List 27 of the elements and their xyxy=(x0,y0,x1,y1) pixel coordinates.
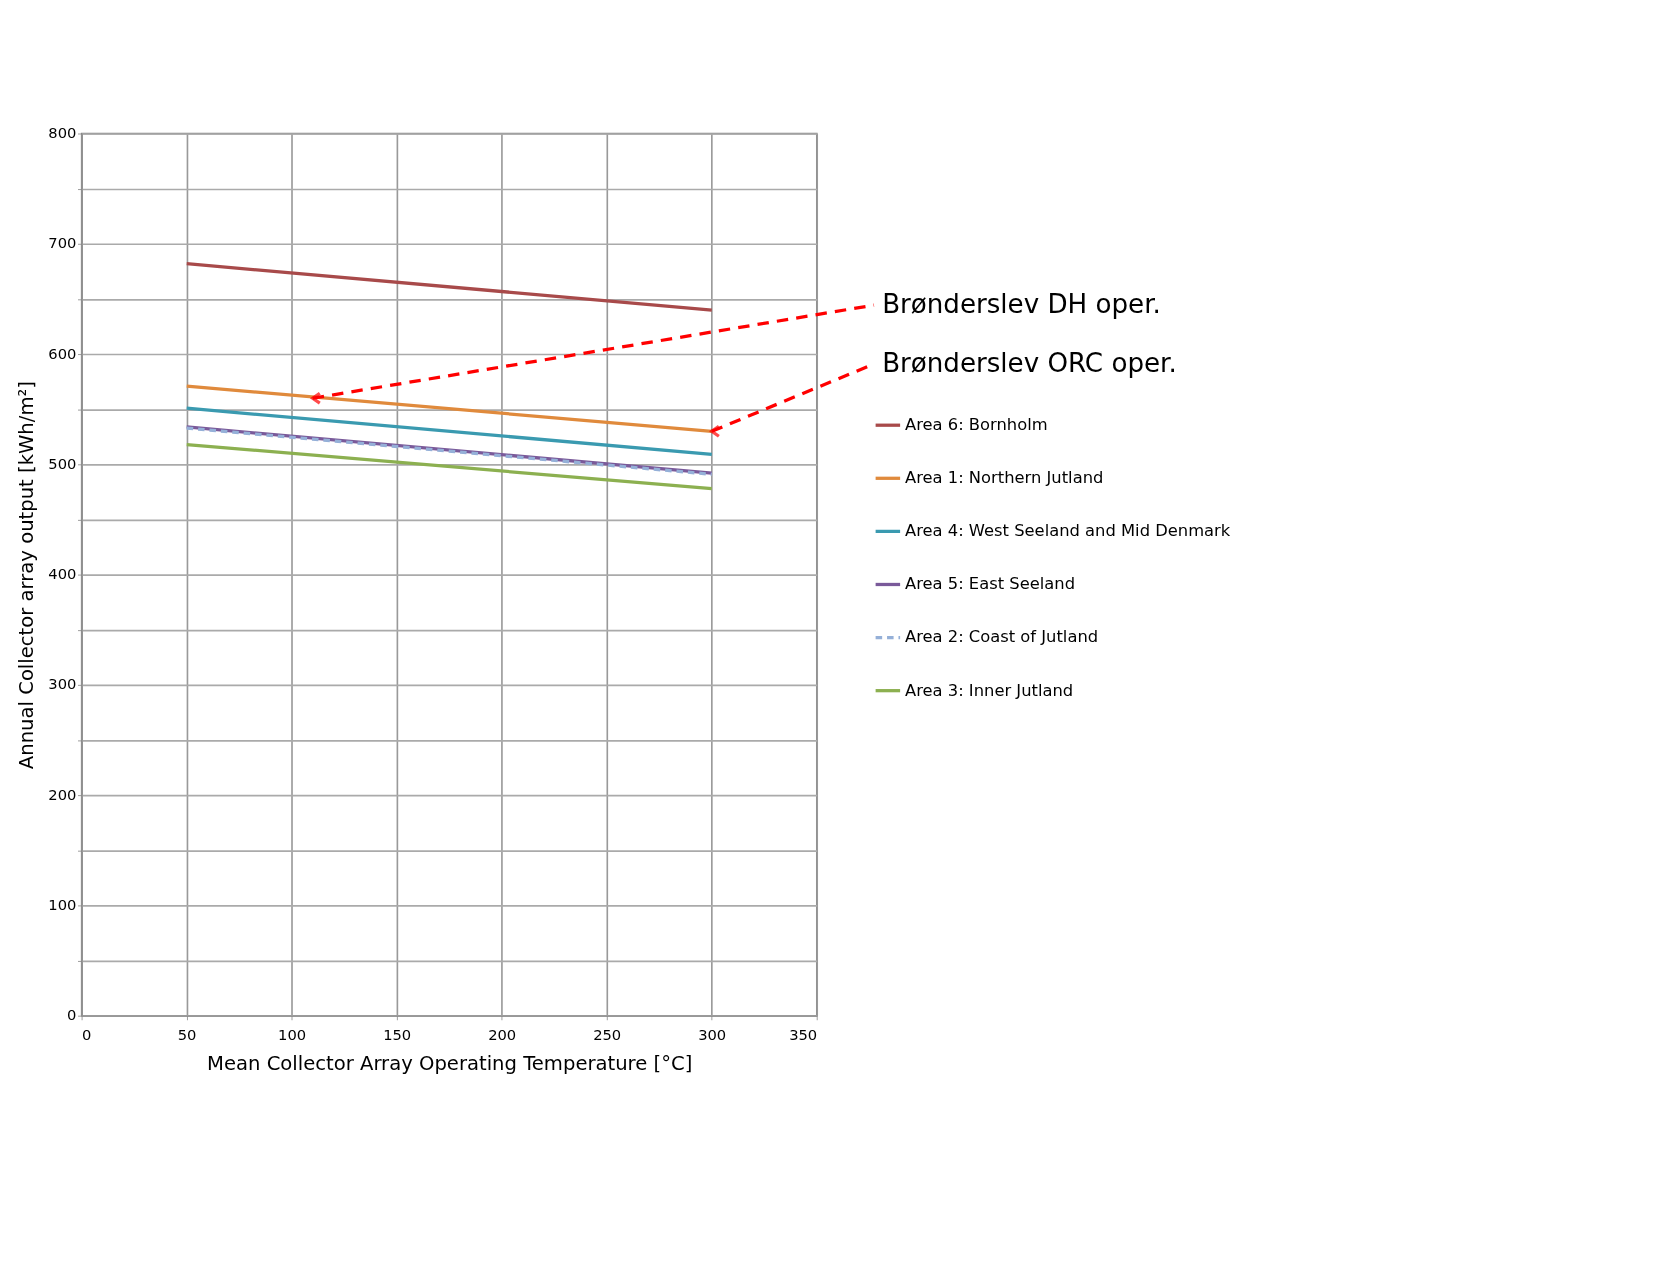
x-tick-label: 50 xyxy=(177,1025,197,1043)
legend-label: Area 2: Coast of Jutland xyxy=(905,627,1099,647)
x-axis-title: Mean Collector Array Operating Temperature [°C] xyxy=(207,1052,693,1076)
y-axis-title: Annual Collector array output [kWh/m²] xyxy=(14,381,38,770)
x-tick-label: 350 xyxy=(789,1025,818,1043)
x-tick-label: 200 xyxy=(488,1025,517,1043)
legend-label: Area 3: Inner Jutland xyxy=(905,680,1074,700)
y-tick-label: 500 xyxy=(48,454,77,472)
y-tick-label: 400 xyxy=(48,565,77,583)
legend-label: Area 6: Bornholm xyxy=(905,415,1048,435)
x-tick-label: 150 xyxy=(383,1025,412,1043)
y-tick-label: 700 xyxy=(48,234,77,252)
x-tick-label: 300 xyxy=(698,1025,727,1043)
annotation: Brønderslev ORC oper. xyxy=(882,348,1177,379)
legend-label: Area 5: East Seeland xyxy=(905,574,1075,594)
legend-label: Area 4: West Seeland and Mid Denmark xyxy=(905,521,1231,541)
x-tick-label: 250 xyxy=(593,1025,622,1043)
y-tick-label: 800 xyxy=(48,124,77,142)
y-tick-label: 600 xyxy=(48,344,77,362)
y-tick-label: 0 xyxy=(67,1006,77,1024)
x-tick-label: 0 xyxy=(82,1025,92,1043)
y-tick-label: 300 xyxy=(48,675,77,693)
x-tick-label: 100 xyxy=(278,1025,307,1043)
legend-label: Area 1: Northern Jutland xyxy=(905,468,1104,488)
y-tick-label: 200 xyxy=(48,785,77,803)
y-tick-label: 100 xyxy=(48,895,77,913)
annotation: Brønderslev DH oper. xyxy=(882,289,1161,320)
